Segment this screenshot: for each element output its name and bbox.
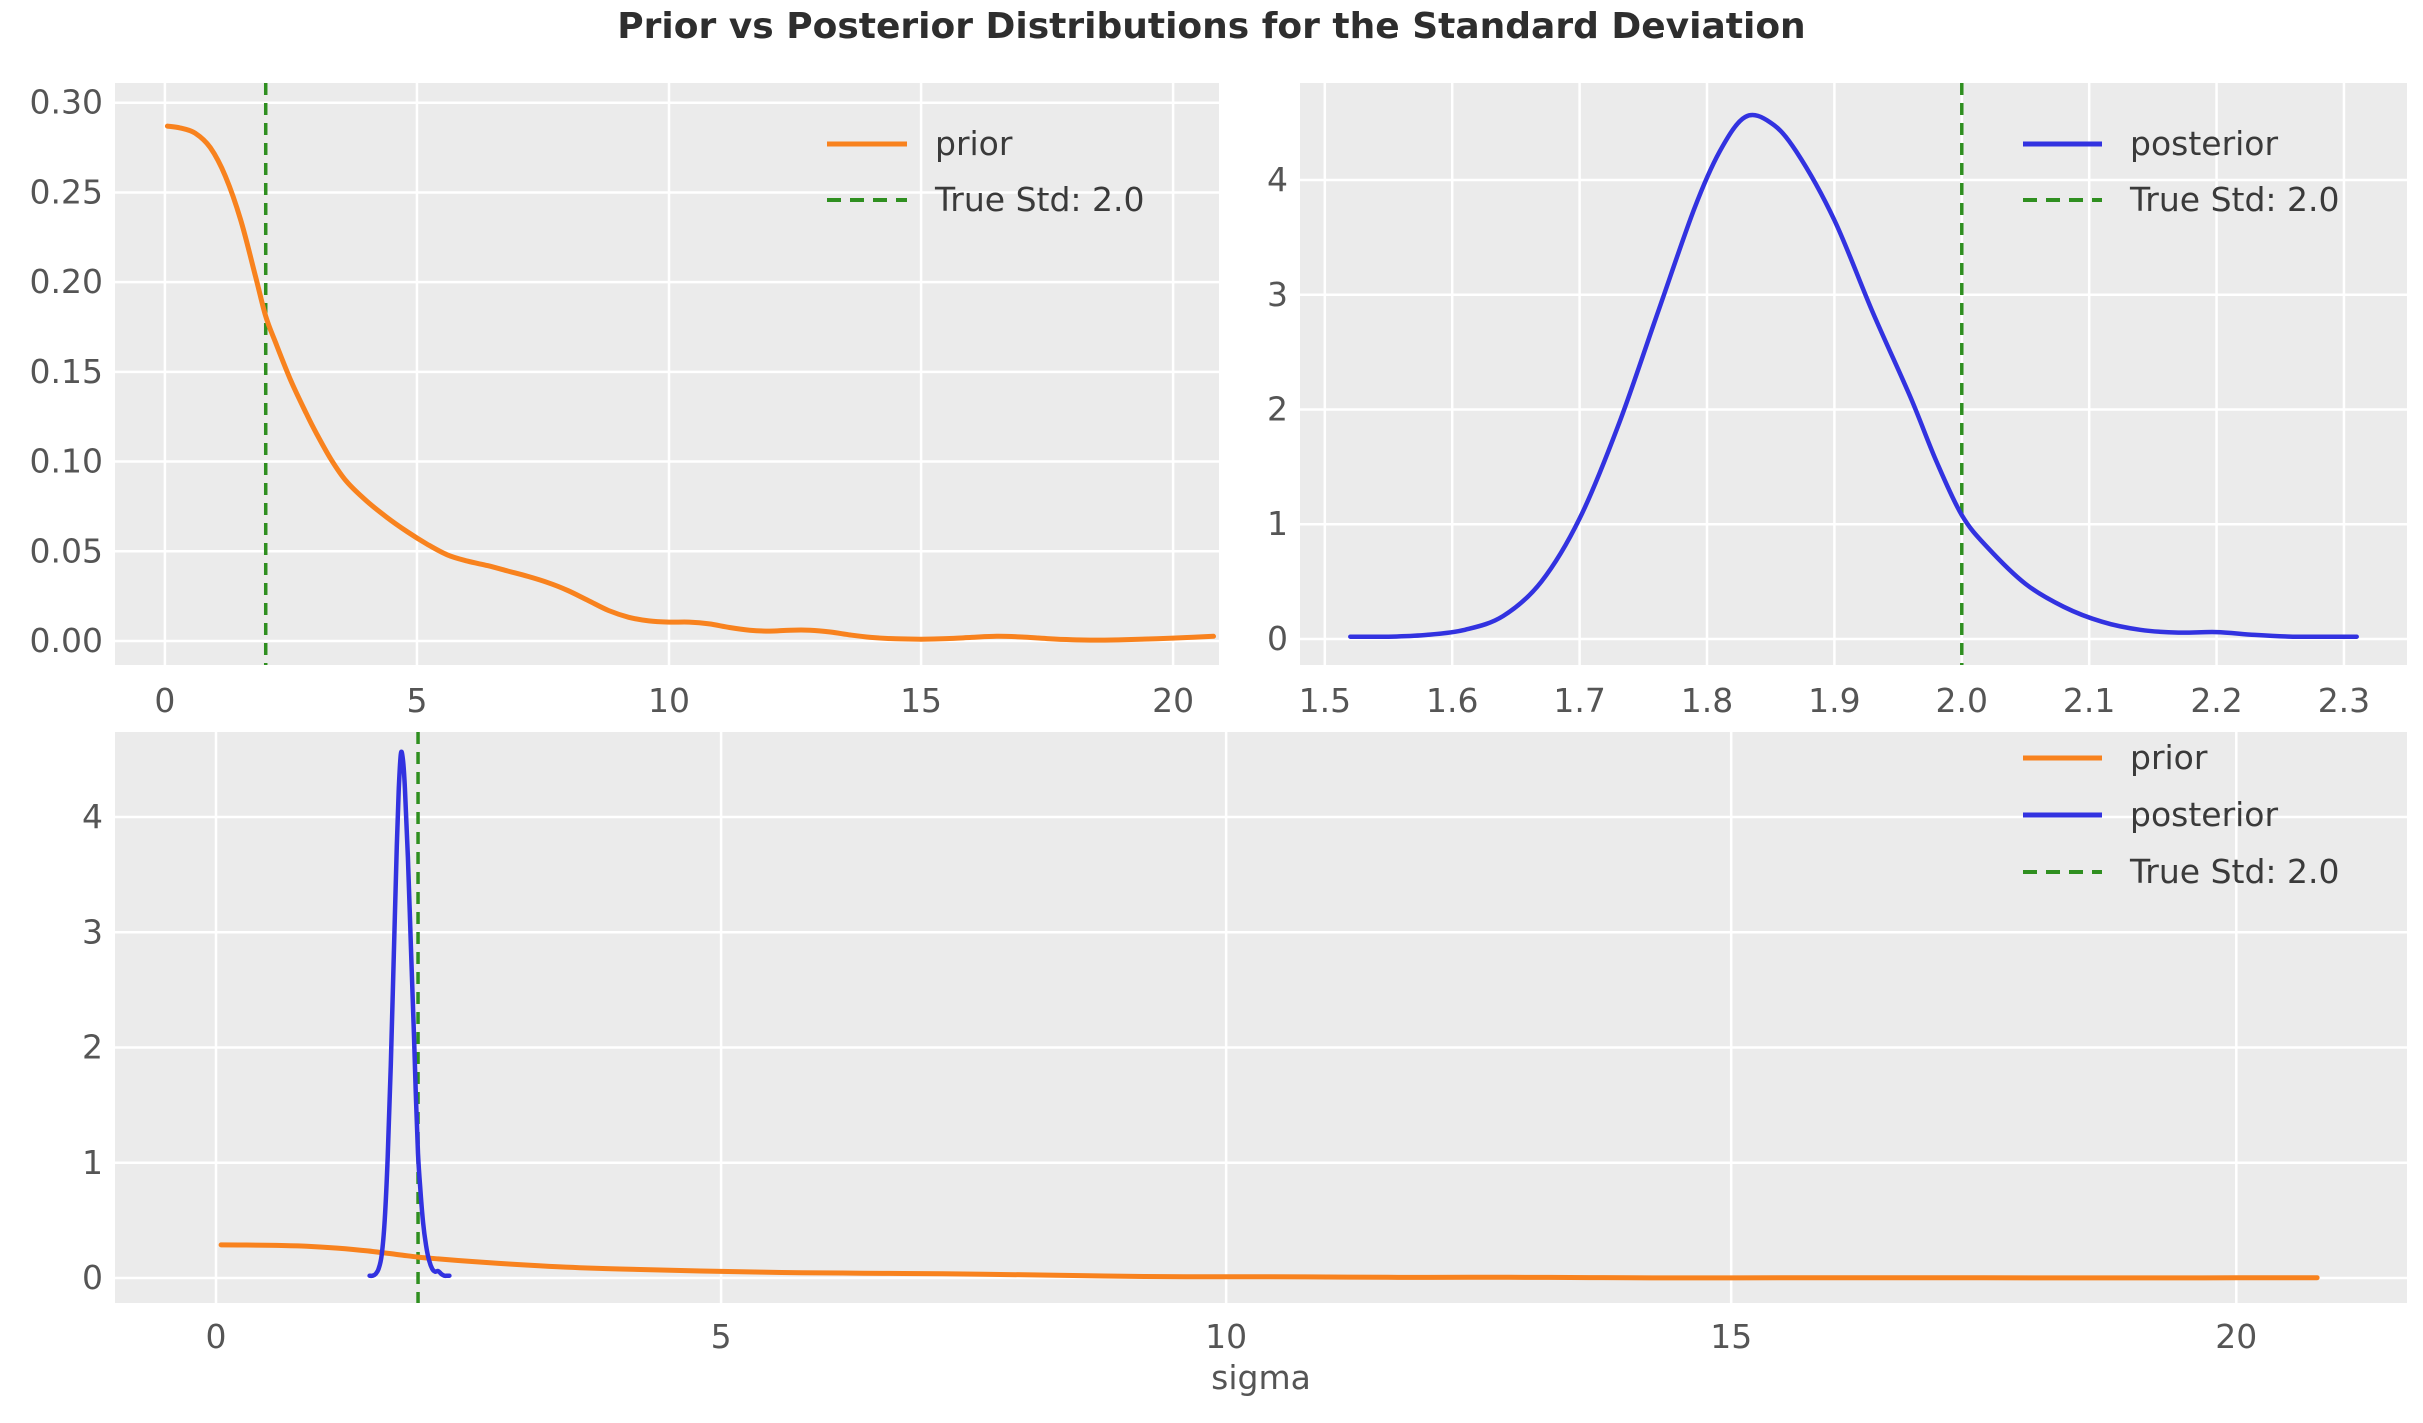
x-axis-label-sigma: sigma bbox=[1211, 1358, 1311, 1397]
posterior-curve bbox=[367, 749, 452, 1279]
legend-label-prior: prior bbox=[2130, 738, 2208, 777]
x-tick-label: 1.5 bbox=[1299, 681, 1351, 720]
y-tick-label: 0.25 bbox=[30, 172, 103, 211]
y-tick-label: 3 bbox=[1267, 275, 1288, 314]
y-tick-label: 2 bbox=[1267, 390, 1288, 429]
y-tick-label: 4 bbox=[82, 797, 103, 836]
x-tick-label: 10 bbox=[648, 681, 690, 720]
x-tick-label: 1.8 bbox=[1681, 681, 1733, 720]
x-tick-label: 15 bbox=[1710, 1317, 1752, 1356]
x-tick-label: 0 bbox=[206, 1317, 227, 1356]
y-tick-label: 4 bbox=[1267, 160, 1288, 199]
x-tick-label: 5 bbox=[406, 681, 427, 720]
y-tick-label: 0.05 bbox=[30, 531, 103, 570]
x-tick-label: 20 bbox=[2215, 1317, 2257, 1356]
posterior-panel-bg bbox=[1300, 83, 2407, 665]
x-tick-label: 1.9 bbox=[1808, 681, 1860, 720]
prior-curve bbox=[164, 123, 1216, 643]
x-tick-label: 2.0 bbox=[1936, 681, 1988, 720]
combined-panel-bg bbox=[115, 732, 2407, 1303]
legend-label-posterior: posterior bbox=[2130, 795, 2278, 834]
chart-title: Prior vs Posterior Distributions for the… bbox=[617, 6, 1806, 47]
x-tick-label: 2.2 bbox=[2190, 681, 2242, 720]
y-tick-label: 2 bbox=[82, 1028, 103, 1067]
posterior-curve bbox=[1348, 112, 2359, 640]
legend-label-true-std-: True Std: 2.0 bbox=[2129, 180, 2340, 219]
legend-label-true-std-: True Std: 2.0 bbox=[934, 180, 1145, 219]
x-tick-label: 5 bbox=[711, 1317, 732, 1356]
x-tick-label: 2.3 bbox=[2318, 681, 2370, 720]
y-tick-label: 0.20 bbox=[30, 262, 103, 301]
prior-panel-bg bbox=[115, 83, 1219, 665]
legend-label-posterior: posterior bbox=[2130, 124, 2278, 163]
legend-label-prior: prior bbox=[935, 124, 1013, 163]
y-tick-label: 0.30 bbox=[30, 83, 103, 122]
x-tick-label: 2.1 bbox=[2063, 681, 2115, 720]
x-tick-label: 20 bbox=[1152, 681, 1194, 720]
x-tick-label: 0 bbox=[154, 681, 175, 720]
y-tick-label: 0.15 bbox=[30, 352, 103, 391]
x-tick-label: 1.6 bbox=[1426, 681, 1478, 720]
prior-curve bbox=[218, 1242, 2320, 1281]
legend-label-true-std-: True Std: 2.0 bbox=[2129, 852, 2340, 891]
x-tick-label: 15 bbox=[900, 681, 942, 720]
y-tick-label: 0 bbox=[82, 1258, 103, 1297]
y-tick-label: 0.00 bbox=[30, 621, 103, 660]
y-tick-label: 0 bbox=[1267, 619, 1288, 658]
y-tick-label: 0.10 bbox=[30, 442, 103, 481]
y-tick-label: 1 bbox=[1267, 504, 1288, 543]
y-tick-label: 1 bbox=[82, 1143, 103, 1182]
x-tick-label: 1.7 bbox=[1553, 681, 1605, 720]
x-tick-label: 10 bbox=[1205, 1317, 1247, 1356]
y-tick-label: 3 bbox=[82, 912, 103, 951]
